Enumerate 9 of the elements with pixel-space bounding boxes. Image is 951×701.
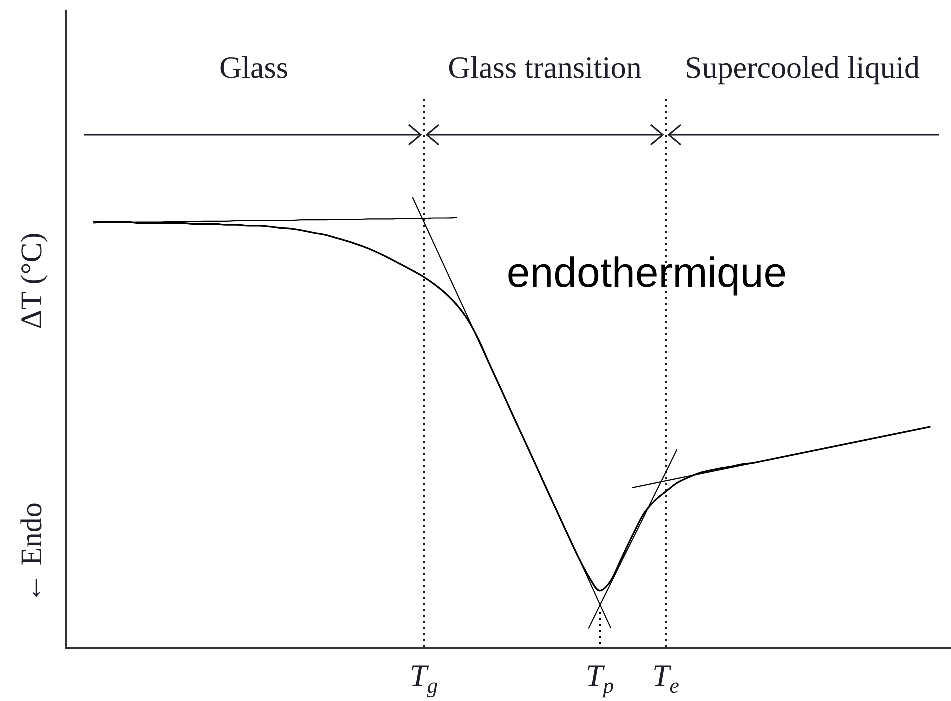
x-tick-label: T$_{e}$ xyxy=(652,658,680,698)
x-tick-label: T$_{p}$ xyxy=(586,658,614,698)
x-tick-label: T$_{g}$ xyxy=(410,658,438,698)
text: Glass xyxy=(220,50,288,85)
text: Supercooled liquid xyxy=(684,50,921,85)
y-axis-title: ΔT (°C) xyxy=(16,232,48,330)
text: Glass transition xyxy=(448,50,642,85)
annotation: endothermique xyxy=(506,249,788,296)
text: ← Endo xyxy=(16,502,48,604)
